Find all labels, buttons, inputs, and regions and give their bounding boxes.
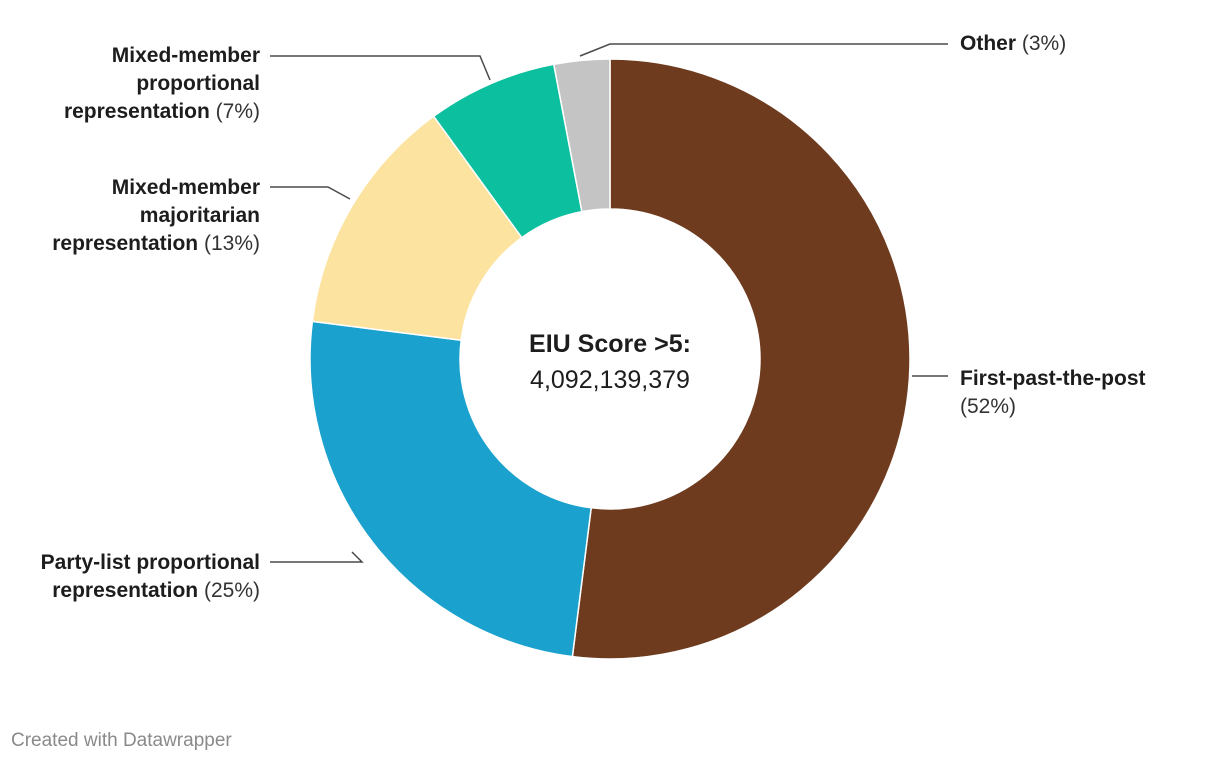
slice-label-percent: (52%) [960,395,1017,418]
donut-slice-4 [552,58,611,213]
leader-line-2 [270,186,351,200]
slice-label-party-list: Party-list proportional representation (… [10,549,260,605]
footer-credit: Created with Datawrapper [11,730,232,751]
leader-line-3 [270,55,491,81]
slice-label-percent: (13%) [203,232,260,255]
donut-slice-0 [571,58,911,660]
slice-label-name: Mixed-member majoritarian representation [52,176,260,255]
slice-label-other: Other (3%) [960,30,1160,58]
slice-label-percent: (3%) [1021,32,1067,55]
leader-line-1 [270,551,364,563]
center-title: EIU Score >5: [529,330,691,358]
donut-slice-1 [309,320,593,658]
donut-slices [309,58,911,660]
slice-label-first-past-the-post: First-past-the-post (52%) [960,365,1200,421]
center-value: 4,092,139,379 [530,366,690,394]
slice-label-name: Other [960,32,1017,55]
slice-label-mixed-majoritarian: Mixed-member majoritarian representation… [10,174,260,258]
donut-center-label: EIU Score >5: 4,092,139,379 [460,326,760,398]
slice-label-name: Party-list proportional representation [40,551,260,602]
slice-label-percent: (25%) [203,579,260,602]
slice-label-percent: (7%) [215,100,260,123]
slice-label-mixed-proportional: Mixed-member proportional representation… [10,42,260,126]
label-leader-lines [270,43,948,563]
slice-label-name: First-past-the-post [960,367,1146,390]
leader-line-4 [579,43,948,57]
slice-label-name: Mixed-member proportional representation [63,44,260,123]
